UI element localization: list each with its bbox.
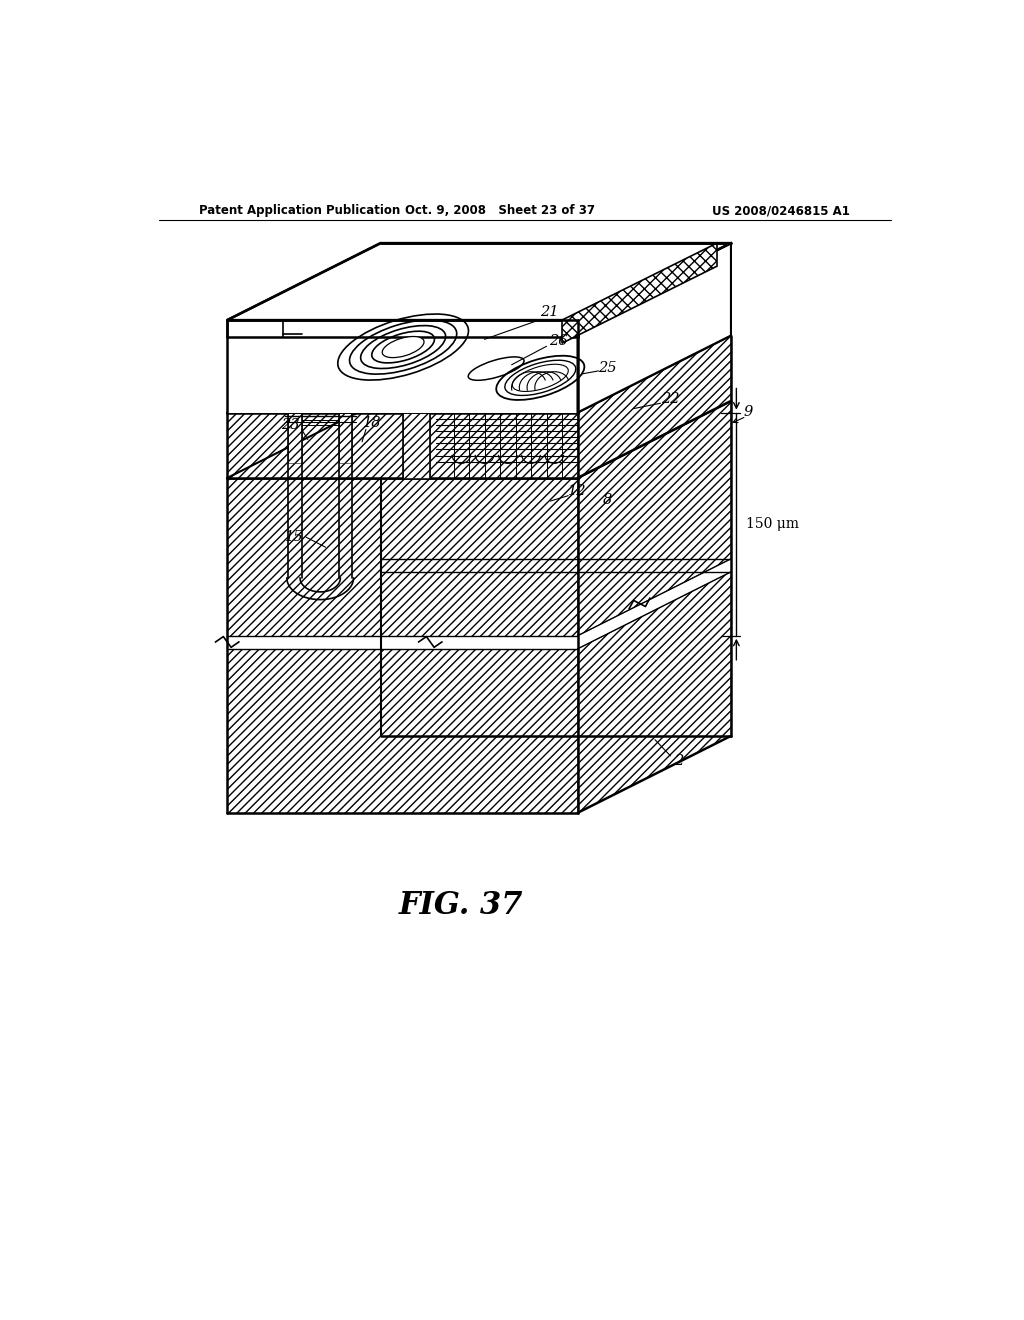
Polygon shape (578, 572, 731, 813)
Polygon shape (339, 412, 352, 462)
Text: 12: 12 (568, 484, 587, 498)
Text: 23: 23 (282, 418, 300, 432)
Text: 2: 2 (674, 754, 683, 767)
Text: 21: 21 (540, 305, 558, 319)
Polygon shape (227, 321, 578, 412)
Text: US 2008/0246815 A1: US 2008/0246815 A1 (713, 205, 850, 218)
Text: 22: 22 (662, 392, 680, 405)
Text: FIG. 37: FIG. 37 (399, 890, 523, 921)
Text: 150 μm: 150 μm (745, 517, 799, 531)
Polygon shape (562, 243, 717, 343)
Text: 8: 8 (602, 494, 611, 507)
Text: 18: 18 (362, 416, 381, 430)
Polygon shape (227, 649, 578, 813)
Ellipse shape (382, 337, 424, 358)
Text: 26: 26 (549, 334, 567, 348)
Text: 9: 9 (743, 405, 753, 420)
Polygon shape (578, 401, 731, 636)
Text: 15: 15 (286, 531, 304, 544)
Text: Patent Application Publication: Patent Application Publication (200, 205, 400, 218)
Polygon shape (578, 335, 731, 478)
Polygon shape (227, 243, 731, 321)
Polygon shape (227, 412, 578, 478)
Text: Oct. 9, 2008   Sheet 23 of 37: Oct. 9, 2008 Sheet 23 of 37 (406, 205, 595, 218)
Text: 25: 25 (598, 360, 616, 375)
Polygon shape (578, 243, 731, 412)
Ellipse shape (468, 356, 524, 380)
Polygon shape (403, 412, 430, 478)
Polygon shape (289, 412, 302, 462)
Polygon shape (227, 478, 578, 636)
